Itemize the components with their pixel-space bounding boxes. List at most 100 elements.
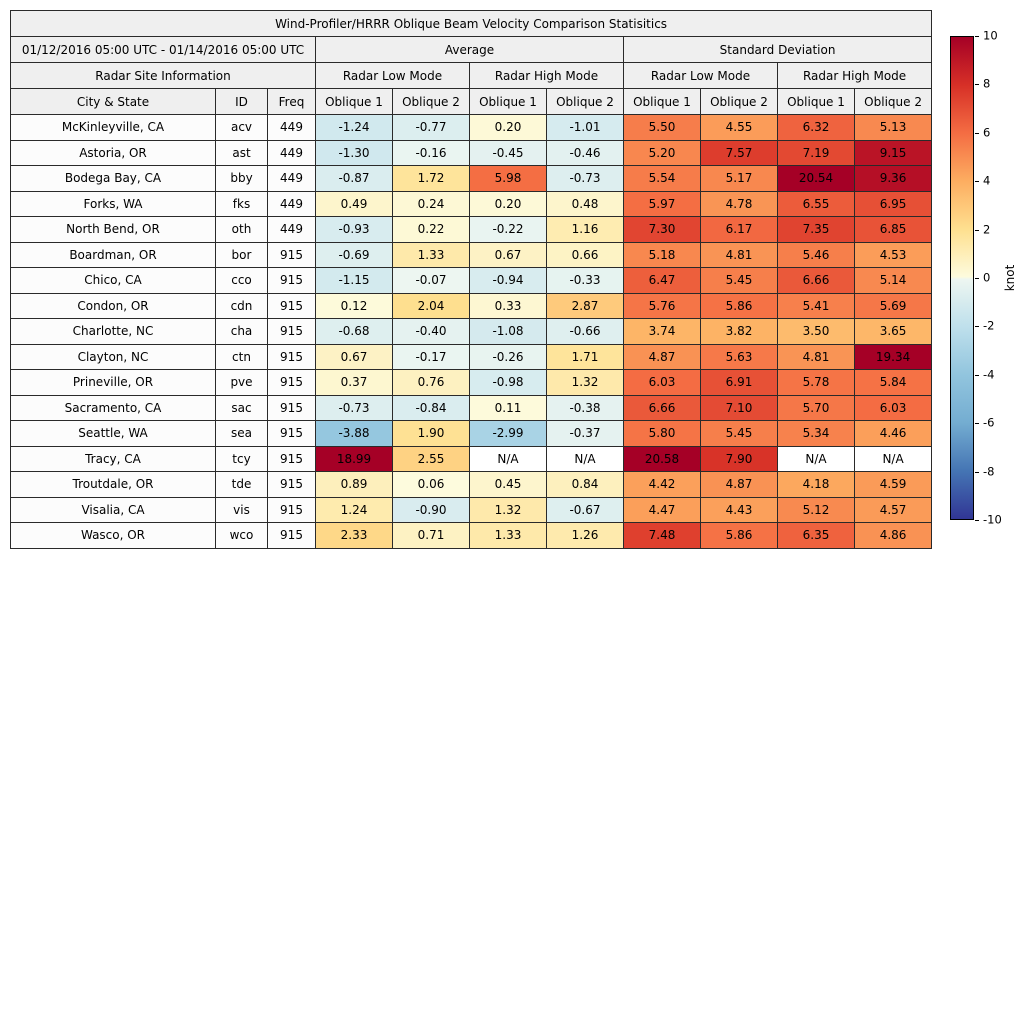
value-cell: -0.38 (546, 394, 624, 421)
value-cell: 1.16 (546, 216, 624, 243)
colorbar-tick (975, 374, 979, 376)
value-cell: 5.14 (853, 267, 933, 294)
value-cell: 7.30 (623, 216, 701, 243)
value-cell: 1.26 (546, 522, 624, 549)
city-cell: Boardman, OR (10, 241, 216, 268)
value-cell: -0.26 (469, 343, 547, 370)
value-cell: 5.78 (777, 369, 855, 396)
value-cell: -0.69 (315, 241, 393, 268)
table-row: Astoria, OR ast 449 -1.30 -0.16 -0.45 -0.46 5.2… (10, 139, 933, 166)
colorbar-tick-label: 8 (983, 76, 991, 91)
value-cell: 6.66 (623, 394, 701, 421)
group-header-avg-high-mode: Radar High Mode (469, 62, 624, 89)
table-row: Prineville, OR pve 915 0.37 0.76 -0.98 1.32 6.0… (10, 369, 933, 396)
value-cell: 5.86 (700, 522, 778, 549)
id-cell: acv (215, 114, 268, 141)
value-cell: 0.20 (469, 190, 547, 217)
colorbar-tick (975, 471, 979, 473)
value-cell: 4.46 (853, 420, 933, 447)
value-cell: -0.87 (315, 165, 393, 192)
table-body: McKinleyville, CA acv 449 -1.24 -0.77 0.20 -1.… (10, 114, 933, 549)
group-row-2: Radar Site Information Radar Low Mode Ra… (10, 62, 933, 89)
value-cell: -0.33 (546, 267, 624, 294)
value-cell: -0.67 (546, 496, 624, 523)
id-cell: bor (215, 241, 268, 268)
value-cell: 7.48 (623, 522, 701, 549)
value-cell: 0.06 (392, 471, 470, 498)
value-cell: 4.42 (623, 471, 701, 498)
table-row: Charlotte, NC cha 915 -0.68 -0.40 -1.08 -0.66 3… (10, 318, 933, 345)
id-cell: fks (215, 190, 268, 217)
city-cell: Wasco, OR (10, 522, 216, 549)
city-cell: Condon, OR (10, 292, 216, 319)
column-header-row: City & State ID Freq Oblique 1 Oblique 2… (10, 88, 933, 115)
col-header-std-low-oblique-2: Oblique 2 (700, 88, 778, 115)
col-header-avg-high-oblique-2: Oblique 2 (546, 88, 624, 115)
id-cell: wco (215, 522, 268, 549)
value-cell: 0.11 (469, 394, 547, 421)
value-cell: 6.03 (623, 369, 701, 396)
id-cell: sea (215, 420, 268, 447)
table-row: Clayton, NC ctn 915 0.67 -0.17 -0.26 1.71 4.87 5… (10, 343, 933, 370)
value-cell: 19.34 (853, 343, 933, 370)
value-cell: 5.80 (623, 420, 701, 447)
value-cell: 3.82 (700, 318, 778, 345)
table-row: Forks, WA fks 449 0.49 0.24 0.20 0.48 5.97 4.78 6… (10, 190, 933, 217)
table-row: Boardman, OR bor 915 -0.69 1.33 0.67 0.66 5.18 4… (10, 241, 933, 268)
value-cell: -1.01 (546, 114, 624, 141)
value-cell: -0.45 (469, 139, 547, 166)
colorbar-tick (975, 423, 979, 425)
id-cell: ast (215, 139, 268, 166)
value-cell: 1.33 (392, 241, 470, 268)
city-cell: McKinleyville, CA (10, 114, 216, 141)
value-cell: 2.87 (546, 292, 624, 319)
table-row: Tracy, CA tcy 915 18.99 2.55 N/A N/A 20.58 7.90 N… (10, 445, 933, 472)
value-cell: -0.40 (392, 318, 470, 345)
table-row: Condon, OR cdn 915 0.12 2.04 0.33 2.87 5.76 5.86… (10, 292, 933, 319)
value-cell: 6.03 (853, 394, 933, 421)
value-cell: 3.65 (853, 318, 933, 345)
colorbar-tick-label: -4 (983, 367, 995, 382)
date-range: 01/12/2016 05:00 UTC - 01/14/2016 05:00 … (10, 36, 316, 63)
table-row: Sacramento, CA sac 915 -0.73 -0.84 0.11 -0.38 6… (10, 394, 933, 421)
value-cell: -1.15 (315, 267, 393, 294)
value-cell: -0.46 (546, 139, 624, 166)
city-cell: Forks, WA (10, 190, 216, 217)
city-cell: Charlotte, NC (10, 318, 216, 345)
value-cell: 2.55 (392, 445, 470, 472)
value-cell: 7.10 (700, 394, 778, 421)
value-cell: 5.70 (777, 394, 855, 421)
city-cell: Clayton, NC (10, 343, 216, 370)
colorbar-tick-label: 2 (983, 221, 991, 236)
value-cell: 0.89 (315, 471, 393, 498)
value-cell: 5.54 (623, 165, 701, 192)
id-cell: tcy (215, 445, 268, 472)
value-cell: 5.69 (853, 292, 933, 319)
freq-cell: 449 (267, 190, 316, 217)
value-cell: 18.99 (315, 445, 393, 472)
value-cell: 5.45 (700, 267, 778, 294)
value-cell: 5.34 (777, 420, 855, 447)
value-cell: 5.84 (853, 369, 933, 396)
value-cell: 5.45 (700, 420, 778, 447)
colorbar-tick (975, 84, 979, 86)
city-cell: Chico, CA (10, 267, 216, 294)
col-header-city-state: City & State (10, 88, 216, 115)
group-header-std-low-mode: Radar Low Mode (623, 62, 778, 89)
stats-table: Wind-Profiler/HRRR Oblique Beam Velocity… (9, 10, 933, 549)
value-cell: 6.47 (623, 267, 701, 294)
value-cell: 7.35 (777, 216, 855, 243)
value-cell: 6.32 (777, 114, 855, 141)
value-cell: 4.53 (853, 241, 933, 268)
colorbar-tick (975, 132, 979, 134)
value-cell: 5.97 (623, 190, 701, 217)
value-cell: 0.45 (469, 471, 547, 498)
table-title: Wind-Profiler/HRRR Oblique Beam Velocity… (9, 10, 933, 37)
freq-cell: 915 (267, 292, 316, 319)
colorbar-gradient (950, 36, 974, 520)
value-cell: -0.73 (546, 165, 624, 192)
freq-cell: 915 (267, 522, 316, 549)
value-cell: 0.37 (315, 369, 393, 396)
value-cell: -0.77 (392, 114, 470, 141)
freq-cell: 915 (267, 420, 316, 447)
